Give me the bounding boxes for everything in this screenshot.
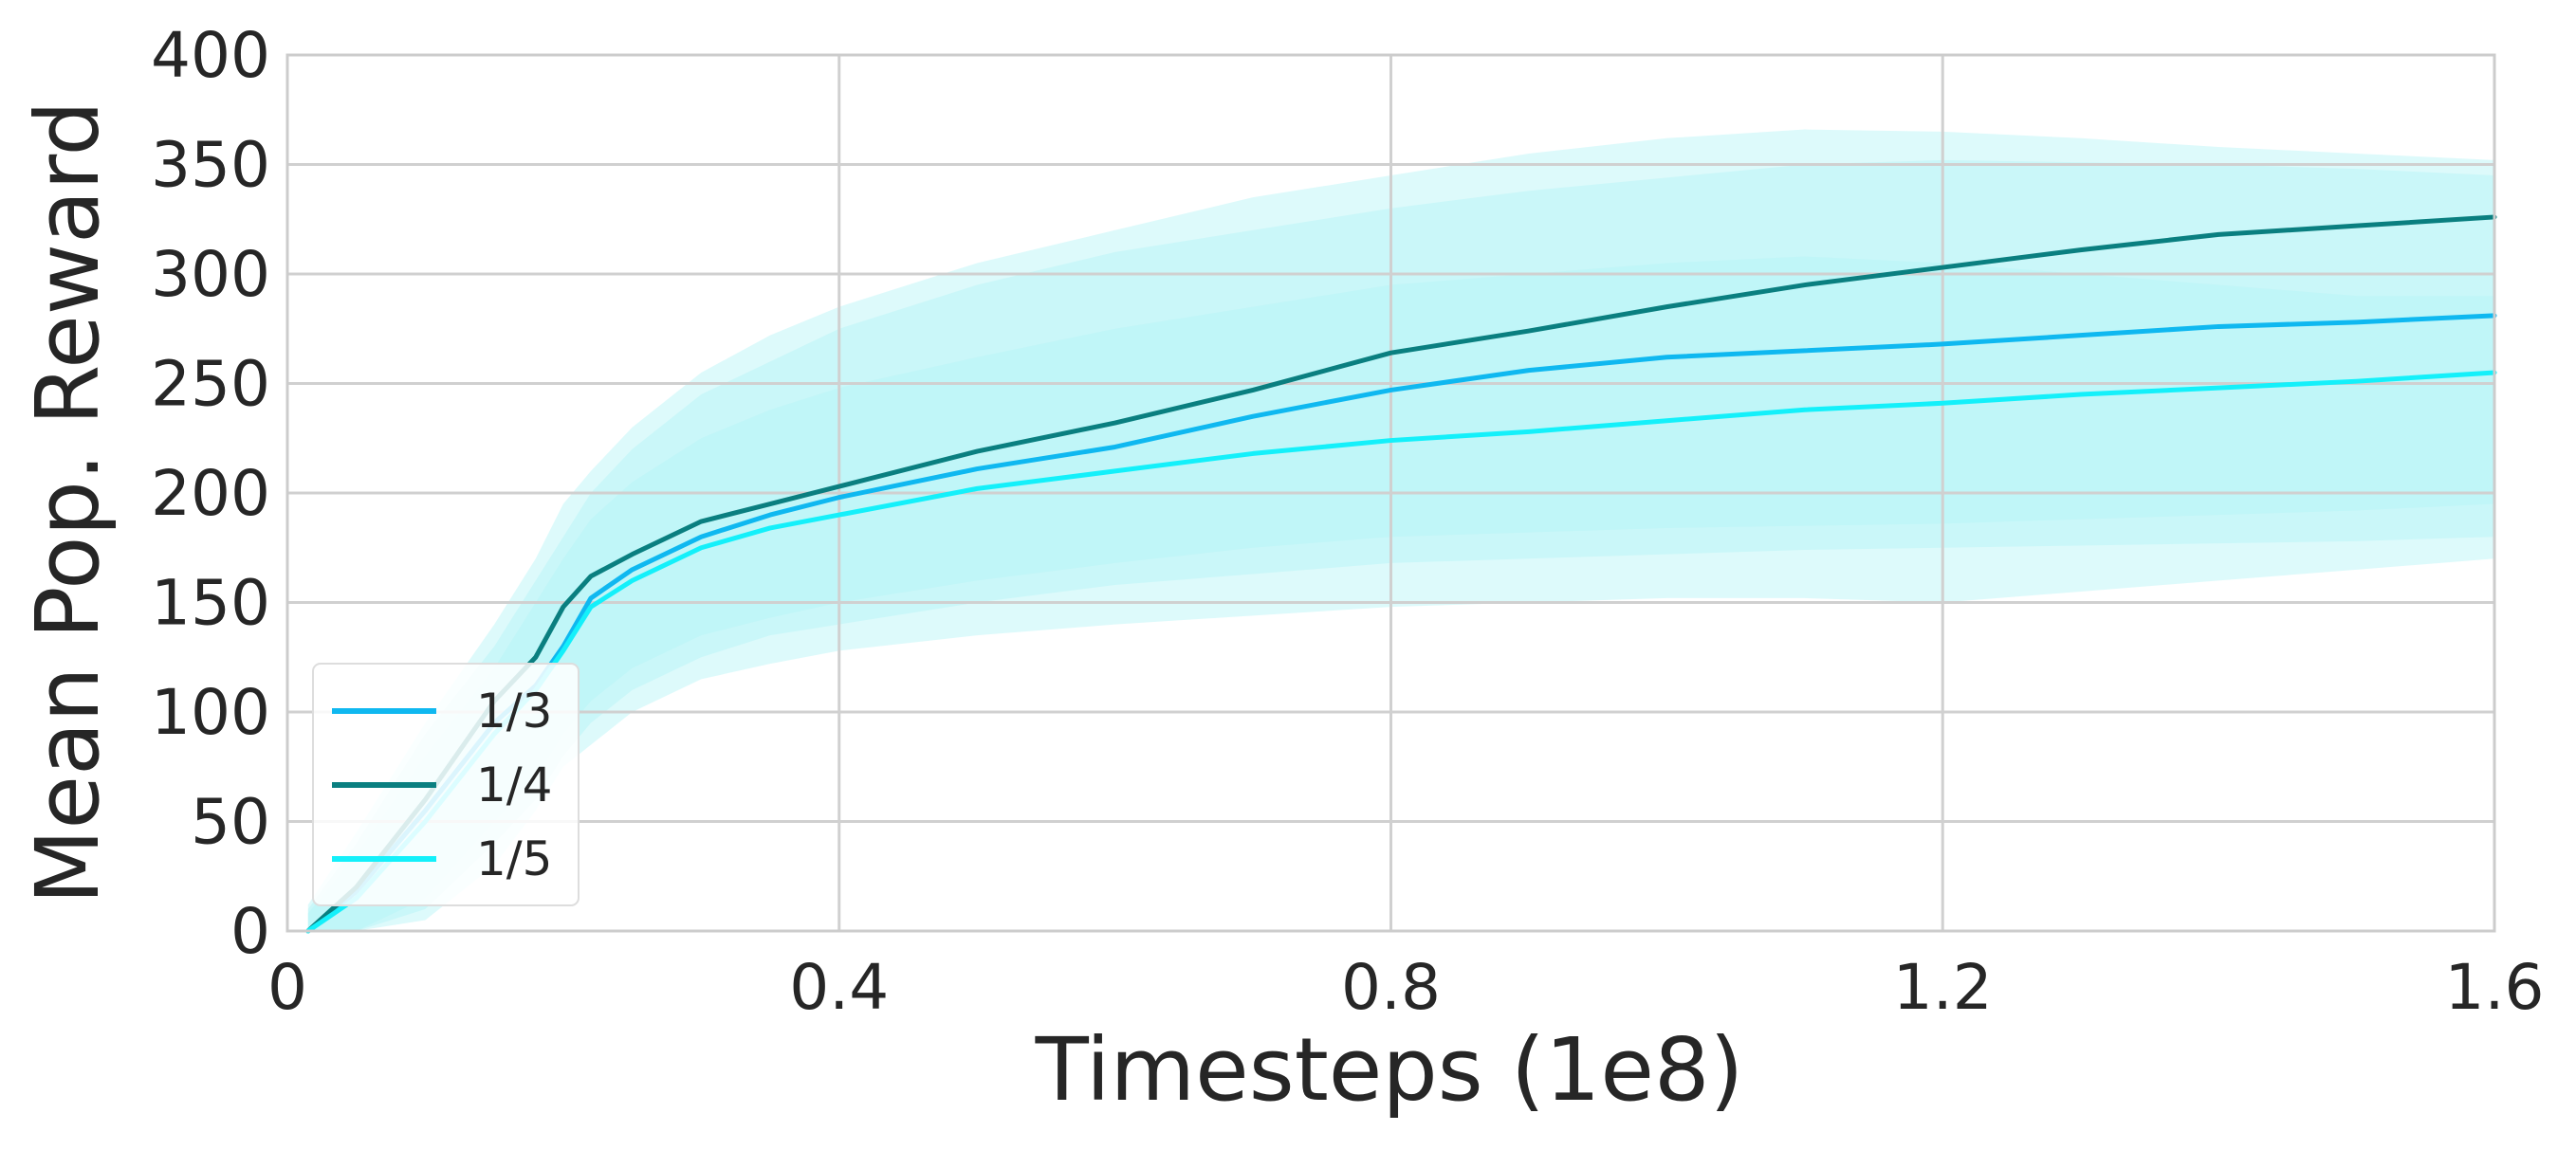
confidence-bands [307,129,2494,932]
y-tick-label: 350 [151,129,270,202]
legend: 1/3 1/4 1/5 [312,663,580,906]
y-tick-label: 50 [191,786,270,859]
y-tick-label: 150 [151,567,270,640]
legend-label: 1/4 [476,758,552,812]
y-tick-label: 400 [151,19,270,92]
legend-label: 1/5 [476,831,552,886]
confidence-band [307,159,2494,931]
confidence-band [307,256,2494,931]
x-tick-labels: 0 0.4 0.8 1.2 1.6 [267,951,2544,1024]
y-tick-label: 250 [151,348,270,421]
x-tick-label: 1.6 [2445,951,2545,1024]
plot-frame [285,53,2496,933]
y-tick-label: 200 [151,457,270,530]
y-tick-label: 100 [151,676,270,749]
x-tick-label: 0.8 [1341,951,1441,1024]
y-tick-label: 0 [230,895,270,968]
x-tick-label: 1.2 [1893,951,1993,1024]
x-axis-label: Timesteps (1e8) [1035,1019,1744,1121]
x-tick-label: 0 [267,951,307,1024]
x-tick-label: 0.4 [789,951,889,1024]
y-axis-label: Mean Pop. Reward [17,100,119,904]
legend-box [312,663,580,906]
y-tick-labels: 0 50 100 150 200 250 300 350 400 [151,19,270,968]
y-tick-label: 300 [151,238,270,311]
legend-label: 1/3 [476,684,552,739]
confidence-band [307,129,2494,932]
